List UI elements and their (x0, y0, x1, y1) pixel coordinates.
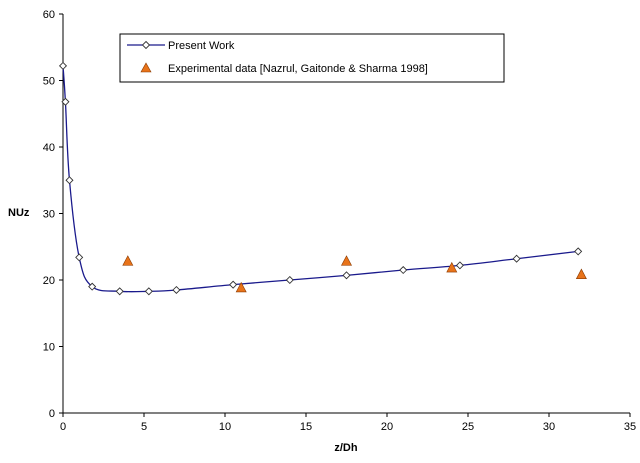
x-axis-title: z/Dh (334, 442, 358, 454)
experimental-point (341, 255, 352, 266)
present-work-point (61, 97, 70, 106)
present-work-point (172, 285, 181, 295)
present-work-point (512, 254, 521, 263)
present-work-point (115, 287, 124, 296)
experimental-point (235, 281, 247, 293)
experimental-point (122, 255, 134, 266)
legend: Present Work Experimental data [Nazrul, … (119, 33, 505, 83)
x-tick-label: 15 (300, 421, 312, 433)
y-tick-label: 50 (43, 76, 55, 88)
x-tick-label: 30 (543, 421, 555, 433)
series-present-work-line (62, 65, 579, 293)
present-work-point (58, 61, 68, 70)
experimental-point (446, 261, 458, 273)
present-work-point (285, 275, 294, 285)
present-work-point (88, 282, 97, 291)
y-tick-label: 0 (49, 408, 55, 420)
x-tick-label: 20 (381, 421, 393, 433)
present-work-point (144, 287, 153, 296)
present-work-point (75, 253, 84, 262)
x-ticks: 0 5 10 15 20 25 30 35 (60, 413, 636, 433)
legend-label-present-work: Present Work (168, 40, 235, 52)
x-tick-label: 5 (141, 421, 147, 433)
x-tick-label: 10 (219, 421, 231, 433)
present-work-point (399, 265, 408, 275)
x-tick-label: 25 (462, 421, 474, 433)
y-tick-label: 20 (43, 275, 55, 287)
y-tick-label: 30 (43, 209, 55, 221)
y-tick-label: 40 (43, 142, 55, 154)
present-work-point (229, 280, 238, 289)
plot-area (58, 61, 587, 296)
present-work-point (65, 176, 74, 185)
present-work-point (455, 261, 464, 270)
legend-box (119, 33, 505, 83)
y-tick-label: 10 (43, 342, 55, 354)
x-tick-label: 35 (624, 421, 636, 433)
present-work-point (342, 271, 351, 280)
legend-diamond-marker (141, 40, 151, 50)
y-ticks: 0 10 20 30 40 50 60 (43, 9, 63, 420)
experimental-point (575, 268, 587, 279)
legend-triangle-marker (140, 62, 152, 73)
y-tick-label: 60 (43, 9, 55, 21)
x-tick-label: 0 (60, 421, 66, 433)
y-axis-title: NUz (8, 207, 30, 219)
present-work-point (574, 247, 583, 256)
legend-label-experimental: Experimental data [Nazrul, Gaitonde & Sh… (168, 63, 428, 75)
